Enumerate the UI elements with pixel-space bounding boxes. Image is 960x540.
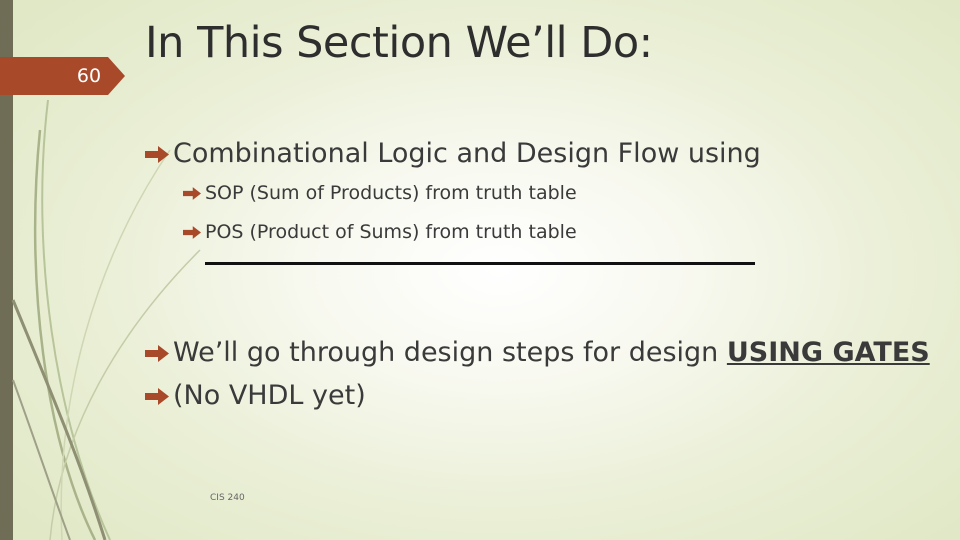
- bullet-text: SOP (Sum of Products) from truth table: [205, 182, 577, 204]
- arrow-right-icon: [145, 388, 169, 405]
- divider-line: [205, 262, 755, 265]
- emphasis-text: USING GATES: [726, 337, 930, 368]
- footer-text: CIS 240: [210, 493, 245, 503]
- bullet-text: Combinational Logic and Design Flow usin…: [173, 138, 761, 169]
- bullet-design-steps: We’ll go through design steps for design…: [145, 337, 930, 368]
- arrow-right-icon: [145, 345, 169, 362]
- decorative-curves: [11, 99, 201, 540]
- arrow-right-icon: [183, 187, 201, 200]
- bullet-text: (No VHDL yet): [173, 380, 366, 411]
- bullet-pos: POS (Product of Sums) from truth table: [183, 221, 577, 243]
- arrow-right-icon: [145, 146, 169, 163]
- arrow-right-icon: [183, 226, 201, 239]
- bullet-text: We’ll go through design steps for design: [173, 337, 727, 368]
- slide-number-tab: [0, 57, 125, 95]
- left-sidebar-bar: [0, 0, 13, 540]
- bullet-combinational-logic: Combinational Logic and Design Flow usin…: [145, 138, 761, 169]
- slide-number: 60: [76, 65, 102, 87]
- slide-title: In This Section We’ll Do:: [145, 18, 653, 68]
- bullet-sop: SOP (Sum of Products) from truth table: [183, 182, 577, 204]
- bullet-no-vhdl: (No VHDL yet): [145, 380, 366, 411]
- bullet-text: POS (Product of Sums) from truth table: [205, 221, 577, 243]
